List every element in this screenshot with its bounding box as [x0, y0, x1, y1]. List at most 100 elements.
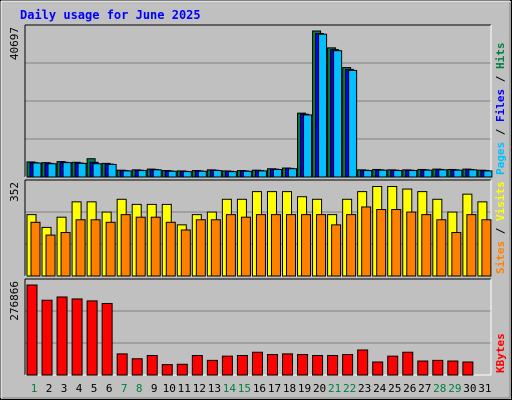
x-tick-label: 28 [433, 382, 446, 395]
bar-sites-day-28 [436, 219, 447, 277]
bar-pages-day-22 [348, 69, 358, 178]
x-tick-label: 13 [208, 382, 221, 395]
bar-sites-day-11 [180, 229, 191, 277]
bar-kbytes-day-12 [191, 354, 203, 376]
bar-kbytes-day-25 [387, 355, 399, 376]
bar-sites-day-30 [466, 214, 477, 277]
bar-sites-day-13 [210, 219, 221, 277]
bar-sites-day-15 [240, 216, 251, 277]
x-tick-label: 19 [298, 382, 311, 395]
bar-sites-day-6 [105, 221, 116, 277]
bar-kbytes-day-19 [297, 354, 309, 376]
bar-pages-day-26 [408, 170, 418, 178]
x-tick-label: 24 [373, 382, 387, 395]
x-tick-label: 7 [121, 382, 128, 395]
bar-kbytes-day-16 [251, 351, 263, 376]
bar-sites-day-21 [331, 224, 342, 277]
bar-pages-day-10 [167, 170, 177, 178]
panel-max-label: 40697 [8, 27, 21, 60]
bar-kbytes-day-1 [26, 284, 38, 376]
bar-kbytes-day-9 [146, 354, 158, 376]
bar-kbytes-day-8 [131, 358, 143, 376]
bar-sites-day-4 [75, 219, 86, 277]
legend-item-kbytes: KBytes [494, 333, 507, 373]
x-tick-label: 1 [31, 382, 38, 395]
bar-pages-day-4 [77, 162, 87, 178]
bar-sites-day-20 [316, 214, 327, 277]
bar-sites-day-9 [150, 216, 161, 277]
panel-legend: Sites / Visits [494, 181, 507, 274]
bar-kbytes-day-5 [86, 300, 98, 376]
bar-pages-day-14 [227, 171, 237, 178]
bar-sites-day-27 [421, 214, 432, 277]
bar-pages-day-9 [152, 169, 162, 178]
x-tick-label: 3 [61, 382, 68, 395]
x-tick-label: 26 [403, 382, 416, 395]
x-tick-label: 22 [343, 382, 356, 395]
bar-kbytes-day-13 [206, 359, 218, 376]
panel-max-label: 352 [8, 182, 21, 202]
bar-sites-day-10 [165, 221, 176, 277]
bar-pages-day-30 [468, 169, 478, 178]
chart-title: Daily usage for June 2025 [20, 8, 201, 22]
x-tick-label: 15 [238, 382, 251, 395]
x-tick-label: 21 [328, 382, 341, 395]
panel-legend: Pages / Files / Hits [494, 43, 507, 176]
bar-kbytes-day-21 [327, 354, 339, 376]
bar-kbytes-day-11 [176, 363, 188, 376]
bar-sites-day-5 [90, 219, 101, 277]
bar-kbytes-day-6 [101, 302, 113, 376]
bar-pages-day-21 [333, 50, 343, 178]
bar-pages-day-29 [453, 169, 463, 178]
bar-pages-day-1 [32, 162, 42, 178]
bar-pages-day-27 [423, 169, 433, 178]
bar-pages-day-19 [303, 114, 313, 178]
bar-pages-day-20 [318, 33, 328, 178]
bar-pages-day-5 [92, 163, 102, 178]
bar-kbytes-day-29 [447, 360, 459, 376]
bar-kbytes-day-30 [462, 361, 474, 376]
bar-pages-day-11 [182, 171, 192, 178]
x-tick-label: 20 [313, 382, 326, 395]
panel-kbytes: 276866 KBytes [8, 278, 507, 376]
bar-sites-day-8 [135, 216, 146, 277]
panel-max-label: 276866 [8, 281, 21, 321]
bar-kbytes-day-7 [116, 353, 128, 376]
bar-pages-day-3 [62, 162, 72, 178]
bar-pages-day-7 [122, 170, 132, 178]
bar-kbytes-day-26 [402, 351, 414, 376]
x-tick-label: 31 [478, 382, 491, 395]
bar-pages-day-8 [137, 170, 147, 178]
x-tick-label: 9 [151, 382, 158, 395]
x-tick-label: 10 [163, 382, 176, 395]
bar-pages-day-15 [242, 170, 252, 178]
x-tick-label: 12 [193, 382, 206, 395]
bar-sites-day-2 [45, 234, 56, 277]
x-tick-label: 17 [268, 382, 281, 395]
bar-pages-day-17 [272, 168, 282, 178]
bar-pages-day-28 [438, 169, 448, 178]
bar-pages-day-25 [393, 170, 403, 178]
bar-kbytes-day-14 [221, 355, 233, 376]
x-tick-label: 29 [448, 382, 461, 395]
bar-sites-day-3 [60, 232, 71, 277]
legend-separator: / [494, 122, 507, 142]
x-tick-label: 30 [463, 382, 476, 395]
x-tick-label: 16 [253, 382, 266, 395]
x-tick-label: 18 [283, 382, 296, 395]
bar-sites-day-16 [255, 214, 266, 277]
bar-sites-day-7 [120, 214, 131, 277]
bar-sites-day-14 [225, 214, 236, 277]
bar-kbytes-day-20 [312, 354, 324, 376]
bar-pages-day-6 [107, 163, 117, 178]
bar-kbytes-day-27 [417, 360, 429, 376]
x-tick-label: 14 [223, 382, 237, 395]
bar-sites-day-25 [391, 209, 402, 277]
bar-kbytes-day-18 [282, 353, 294, 376]
legend-item-sites: Sites [494, 241, 507, 274]
bar-sites-day-26 [406, 211, 417, 277]
x-tick-label: 25 [388, 382, 401, 395]
bar-kbytes-day-15 [236, 354, 248, 376]
panel-visits: 352 Sites / Visits [8, 179, 507, 277]
bar-sites-day-19 [301, 214, 312, 277]
